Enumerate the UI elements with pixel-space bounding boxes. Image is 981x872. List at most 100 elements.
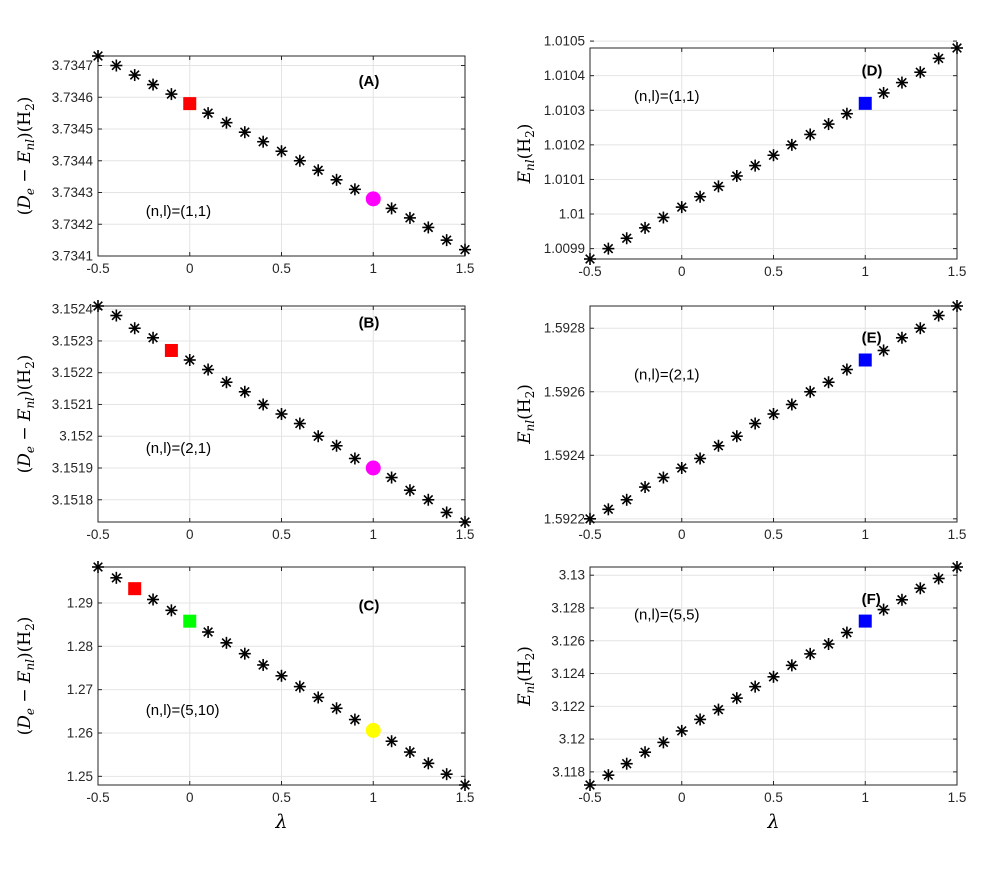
- star-stroke: [695, 453, 705, 464]
- star-stroke: [276, 146, 287, 157]
- star-stroke: [294, 155, 305, 166]
- x-tick-label: 1.5: [456, 527, 475, 542]
- y-tick-label: 3.126: [551, 633, 585, 648]
- x-tick-label: 0.5: [272, 261, 291, 276]
- star-stroke: [184, 355, 195, 365]
- star-stroke: [111, 310, 122, 321]
- data-point-star: [584, 779, 596, 791]
- x-tick-label: 1: [369, 790, 377, 805]
- data-point-star: [914, 66, 927, 79]
- data-point-star: [895, 593, 908, 606]
- data-point-star: [147, 331, 160, 344]
- star-stroke: [878, 345, 889, 356]
- star-stroke: [842, 627, 852, 638]
- star-stroke: [823, 377, 834, 388]
- y-tick-label: 3.124: [551, 666, 585, 681]
- star-stroke: [952, 43, 962, 53]
- y-axis-label: Enl(H2): [515, 124, 537, 185]
- y-tick-label: 3.1518: [52, 492, 93, 507]
- x-tick-label: 1.5: [948, 527, 967, 542]
- y-tick-label: 1.26: [67, 725, 93, 740]
- data-point-star: [804, 128, 817, 141]
- x-tick-label: -0.5: [86, 261, 109, 276]
- star-stroke: [460, 244, 470, 255]
- data-point-star: [785, 659, 798, 672]
- data-point-star: [147, 78, 160, 91]
- y-tick-label: 1.0103: [544, 103, 585, 118]
- data-point-star: [712, 439, 725, 452]
- star-stroke: [203, 108, 213, 119]
- data-point-star: [257, 135, 270, 148]
- star-stroke: [897, 332, 907, 343]
- y-tick-label: 1.27: [67, 682, 93, 697]
- star-stroke: [331, 174, 342, 185]
- data-point-star: [440, 768, 453, 781]
- data-point-star: [238, 385, 251, 398]
- y-tick-label: 1.0099: [544, 241, 585, 256]
- data-point-star: [657, 736, 670, 749]
- x-tick-label: 1: [861, 790, 869, 805]
- panel-d: -0.5 0 0.5 1 1.5 1.0099 1.01 1.0101 1.0102 1.0103…: [515, 34, 966, 279]
- data-point-star: [220, 636, 233, 649]
- y-tick-label: 1.29: [67, 595, 93, 610]
- data-point-star: [657, 471, 670, 484]
- star-stroke: [878, 88, 889, 98]
- y-tick-label: 3.1524: [52, 302, 94, 317]
- data-point-star: [584, 253, 596, 265]
- data-point-star: [767, 408, 780, 420]
- star-stroke: [695, 191, 705, 202]
- star-stroke: [423, 758, 434, 769]
- data-point-star: [459, 243, 471, 256]
- star-stroke: [221, 637, 232, 648]
- data-point-star: [804, 647, 817, 660]
- star-stroke: [676, 726, 687, 736]
- star-stroke: [768, 671, 779, 682]
- data-point-star: [385, 471, 398, 484]
- data-point-star: [422, 757, 435, 770]
- data-point-star: [440, 506, 453, 519]
- data-point-star: [675, 724, 688, 737]
- data-point-star: [330, 439, 343, 452]
- y-tick-label: 3.7343: [52, 185, 93, 200]
- data-point-star: [602, 503, 615, 516]
- highlight-square: [858, 96, 872, 110]
- data-point-star: [914, 582, 927, 595]
- star-stroke: [640, 222, 650, 233]
- data-point-star: [128, 69, 141, 82]
- star-stroke: [585, 254, 595, 264]
- x-tick-label: 0: [186, 527, 194, 542]
- star-stroke: [897, 77, 907, 88]
- data-point-star: [620, 232, 633, 245]
- star-stroke: [952, 301, 962, 311]
- highlight-square: [858, 614, 872, 628]
- data-point-star: [932, 52, 945, 65]
- data-point-star: [822, 376, 835, 389]
- star-stroke: [952, 562, 962, 572]
- data-point-star: [403, 484, 416, 497]
- data-point-star: [951, 561, 963, 573]
- star-stroke: [695, 714, 705, 725]
- star-stroke: [239, 386, 250, 397]
- star-stroke: [805, 386, 816, 397]
- data-point-star: [694, 452, 707, 465]
- data-point-star: [639, 746, 652, 759]
- star-stroke: [731, 693, 742, 704]
- y-tick-label: 3.128: [551, 600, 585, 615]
- data-point-star: [165, 88, 178, 101]
- nl-annotation: (n,l)=(5,5): [634, 606, 699, 623]
- star-stroke: [350, 714, 360, 725]
- star-stroke: [203, 364, 213, 375]
- x-tick-label: 1.5: [456, 790, 475, 805]
- y-tick-label: 1.5926: [544, 384, 585, 399]
- star-stroke: [423, 222, 434, 233]
- data-point-star: [312, 164, 325, 177]
- panel-letter: (C): [359, 598, 380, 615]
- star-stroke: [603, 770, 614, 781]
- star-stroke: [786, 139, 797, 150]
- data-point-star: [147, 593, 160, 606]
- star-stroke: [585, 513, 595, 524]
- star-stroke: [221, 117, 232, 128]
- data-point-star: [712, 703, 725, 716]
- star-stroke: [441, 235, 452, 246]
